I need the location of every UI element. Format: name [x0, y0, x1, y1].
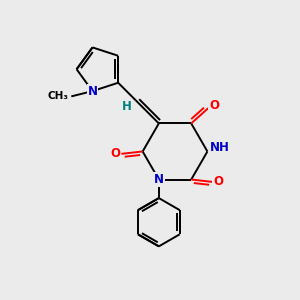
- Text: O: O: [209, 99, 219, 112]
- Text: N: N: [88, 85, 98, 98]
- Text: NH: NH: [210, 141, 230, 154]
- Text: CH₃: CH₃: [48, 92, 69, 101]
- Text: N: N: [154, 173, 164, 186]
- Text: O: O: [213, 176, 223, 188]
- Text: O: O: [110, 147, 121, 160]
- Text: H: H: [122, 100, 132, 113]
